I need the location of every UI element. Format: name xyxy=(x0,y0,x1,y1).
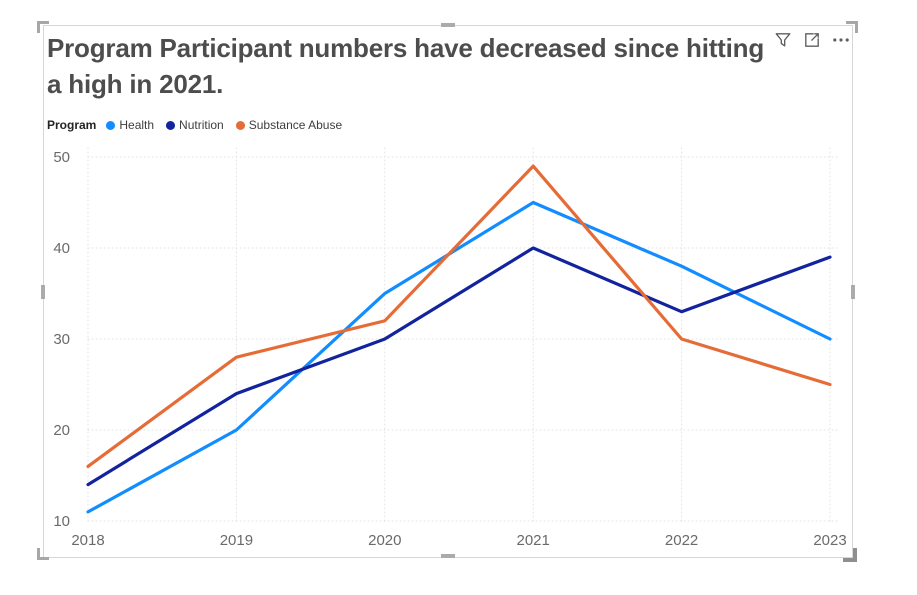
legend-item-substance-abuse[interactable]: Substance Abuse xyxy=(235,118,343,132)
resize-handle-top-right[interactable] xyxy=(846,21,858,33)
substance-abuse-legend-dot-icon xyxy=(235,120,245,130)
legend-item-label: Nutrition xyxy=(179,118,224,132)
legend-item-label: Substance Abuse xyxy=(248,118,343,132)
series-line-health[interactable] xyxy=(86,200,832,514)
focus-mode-icon[interactable] xyxy=(803,31,821,49)
legend-title: Program xyxy=(47,118,97,132)
legend-item-nutrition[interactable]: Nutrition xyxy=(166,118,224,132)
legend-item-label: Health xyxy=(119,118,155,132)
x-axis-label: 2023 xyxy=(813,532,846,549)
resize-handle-left[interactable] xyxy=(41,285,45,299)
resize-handle-bottom[interactable] xyxy=(441,554,455,558)
resize-handle-bottom-right[interactable] xyxy=(843,548,857,562)
health-legend-dot-icon xyxy=(106,120,116,130)
filter-icon[interactable] xyxy=(774,31,792,49)
y-axis-label: 20 xyxy=(53,422,70,439)
y-axis-label: 40 xyxy=(53,240,70,257)
legend: Program Health Nutrition Substance Abuse xyxy=(47,118,342,132)
series-line-nutrition[interactable] xyxy=(86,246,832,487)
visual-selection-frame xyxy=(43,25,853,558)
resize-handle-bottom-left[interactable] xyxy=(37,548,49,560)
y-axis-label: 50 xyxy=(53,149,70,166)
resize-handle-top[interactable] xyxy=(441,23,455,27)
resize-handle-right[interactable] xyxy=(851,285,855,299)
line-chart: 10 20 30 40 50 2018 2019 2020 2021 2022 2023 xyxy=(53,147,847,549)
y-axis-label: 30 xyxy=(53,331,70,348)
x-axis-label: 2020 xyxy=(368,532,401,549)
visual-title: Program Participant numbers have decreas… xyxy=(47,33,765,99)
x-axis-label: 2018 xyxy=(71,532,104,549)
y-axis-label: 10 xyxy=(53,513,70,530)
resize-handle-top-left[interactable] xyxy=(37,21,49,33)
series-line-substance-abuse[interactable] xyxy=(86,164,832,468)
visual-header xyxy=(774,31,850,49)
x-axis-label: 2019 xyxy=(220,532,253,549)
legend-items: Health Nutrition Substance Abuse xyxy=(106,118,342,132)
x-axis-label: 2022 xyxy=(665,532,698,549)
x-axis-label: 2021 xyxy=(517,532,550,549)
nutrition-legend-dot-icon xyxy=(166,120,176,130)
more-options-icon[interactable] xyxy=(832,31,850,49)
legend-item-health[interactable]: Health xyxy=(106,118,154,132)
